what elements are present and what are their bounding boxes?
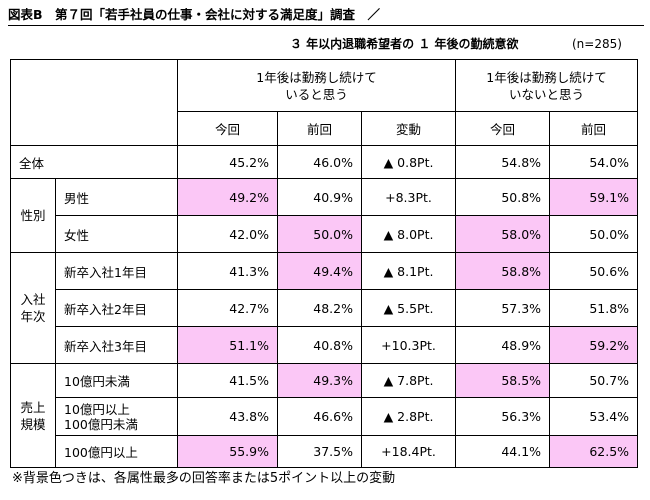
table-row: 10億円以上 100億円未満 43.8% 46.6% ▲ 2.8Pt. 56.3% 53.4… — [11, 397, 639, 436]
cell-current: 44.1% — [455, 435, 551, 468]
row-group-label: 入社 年次 — [10, 252, 56, 364]
row-label: 全体 — [10, 145, 178, 179]
cell-current: 54.8% — [455, 145, 551, 179]
title-underline — [8, 25, 644, 26]
cell-previous: 37.5% — [277, 435, 362, 468]
cell-current: 49.2% — [177, 178, 278, 216]
row-label: 男性 — [55, 178, 178, 216]
cell-change: ▲ 8.1Pt. — [360, 252, 457, 290]
row-label: 100億円以上 — [55, 435, 178, 468]
row-label: 10億円以上 100億円未満 — [55, 397, 178, 436]
cell-current: 58.5% — [455, 363, 551, 398]
cell-current: 51.1% — [177, 326, 278, 364]
cell-current: 41.5% — [177, 363, 278, 398]
row-label: 新卒入社2年目 — [55, 289, 178, 327]
col-header-current: 今回 — [455, 111, 551, 146]
footnote: ※背景色つきは、各属性最多の回答率または5ポイント以上の変動 — [12, 471, 396, 486]
cell-previous: 49.4% — [277, 252, 362, 290]
cell-change: ▲ 8.0Pt. — [360, 215, 457, 253]
figure-title-text: 図表B 第７回「若手社員の仕事・会社に対する満足度」調査 ／ — [8, 7, 381, 22]
cell-current: 42.7% — [177, 289, 278, 327]
table-row: 女性 42.0% 50.0% ▲ 8.0Pt. 58.0% 50.0% — [11, 215, 639, 253]
cell-previous: 53.4% — [549, 397, 639, 436]
cell-previous: 51.8% — [549, 289, 639, 327]
row-label: 新卒入社3年目 — [55, 326, 178, 364]
cell-previous: 54.0% — [549, 145, 639, 179]
cell-change: +8.3Pt. — [360, 178, 457, 216]
cell-previous: 59.2% — [549, 326, 639, 364]
cell-change: ▲ 2.8Pt. — [360, 397, 457, 436]
table-row: 全体 45.2% 46.0% ▲ 0.8Pt. 54.8% 54.0% — [10, 145, 639, 179]
cell-change: ▲ 7.8Pt. — [360, 363, 457, 398]
cell-current: 58.8% — [455, 252, 551, 290]
table-row: 新卒入社2年目 42.7% 48.2% ▲ 5.5Pt. 57.3% 51.8% — [11, 289, 639, 327]
cell-current: 50.8% — [455, 178, 551, 216]
table-subtitle: ３ 年以内退職希望者の １ 年後の勤続意欲 — [290, 37, 519, 51]
cell-current: 45.2% — [177, 145, 278, 179]
row-group-label: 売上 規模 — [10, 363, 56, 468]
table-row: 性別 男性 49.2% 40.9% +8.3Pt. 50.8% 59.1% — [10, 178, 639, 253]
table-row: 100億円以上 55.9% 37.5% +18.4Pt. 44.1% 62.5% — [11, 435, 639, 468]
sample-size: (n=285) — [572, 37, 622, 51]
cell-current: 48.9% — [455, 326, 551, 364]
header-not-continue: 1年後は勤務し続けて いないと思う — [455, 59, 639, 112]
row-label: 新卒入社1年目 — [55, 252, 178, 290]
cell-current: 57.3% — [455, 289, 551, 327]
row-label: 女性 — [55, 215, 178, 253]
col-header-current: 今回 — [177, 111, 278, 146]
col-header-previous: 前回 — [549, 111, 639, 146]
cell-change: ▲ 0.8Pt. — [360, 145, 457, 179]
header-row-columns: 今回 前回 変動 今回 前回 — [11, 111, 639, 146]
table-body: 全体 45.2% 46.0% ▲ 0.8Pt. 54.8% 54.0% 性別 男性 49.2% 4… — [10, 145, 639, 468]
cell-previous: 40.9% — [277, 178, 362, 216]
cell-previous: 46.6% — [277, 397, 362, 436]
cell-previous: 49.3% — [277, 363, 362, 398]
cell-current: 42.0% — [177, 215, 278, 253]
cell-change: +10.3Pt. — [360, 326, 457, 364]
cell-change: +18.4Pt. — [360, 435, 457, 468]
cell-previous: 50.6% — [549, 252, 639, 290]
col-header-change: 変動 — [360, 111, 457, 146]
cell-current: 58.0% — [455, 215, 551, 253]
col-header-previous: 前回 — [277, 111, 362, 146]
cell-current: 56.3% — [455, 397, 551, 436]
cell-current: 43.8% — [177, 397, 278, 436]
cell-current: 41.3% — [177, 252, 278, 290]
cell-previous: 50.0% — [277, 215, 362, 253]
row-label: 10億円未満 — [55, 363, 178, 398]
cell-previous: 48.2% — [277, 289, 362, 327]
cell-previous: 62.5% — [549, 435, 639, 468]
header-corner — [10, 59, 178, 146]
table-row: 入社 年次 新卒入社1年目 41.3% 49.4% ▲ 8.1Pt. 58.8% 50.6% — [10, 252, 639, 364]
figure-title: 図表B 第７回「若手社員の仕事・会社に対する満足度」調査 ／ — [8, 6, 644, 24]
cell-previous: 40.8% — [277, 326, 362, 364]
cell-current: 55.9% — [177, 435, 278, 468]
cell-previous: 46.0% — [277, 145, 362, 179]
header-row-group: 1年後は勤務し続けて いると思う 1年後は勤務し続けて いないと思う — [10, 59, 639, 146]
cell-previous: 50.7% — [549, 363, 639, 398]
cell-previous: 50.0% — [549, 215, 639, 253]
survey-table: 1年後は勤務し続けて いると思う 1年後は勤務し続けて いないと思う 今回 前回 変… — [10, 59, 639, 468]
header-continue: 1年後は勤務し続けて いると思う — [176, 59, 457, 112]
cell-change: ▲ 5.5Pt. — [360, 289, 457, 327]
table-row: 売上 規模 10億円未満 41.5% 49.3% ▲ 7.8Pt. 58.5% 50.7% — [10, 363, 639, 468]
row-group-label: 性別 — [10, 178, 56, 253]
table-row: 新卒入社3年目 51.1% 40.8% +10.3Pt. 48.9% 59.2% — [11, 326, 639, 364]
cell-previous: 59.1% — [549, 178, 639, 216]
